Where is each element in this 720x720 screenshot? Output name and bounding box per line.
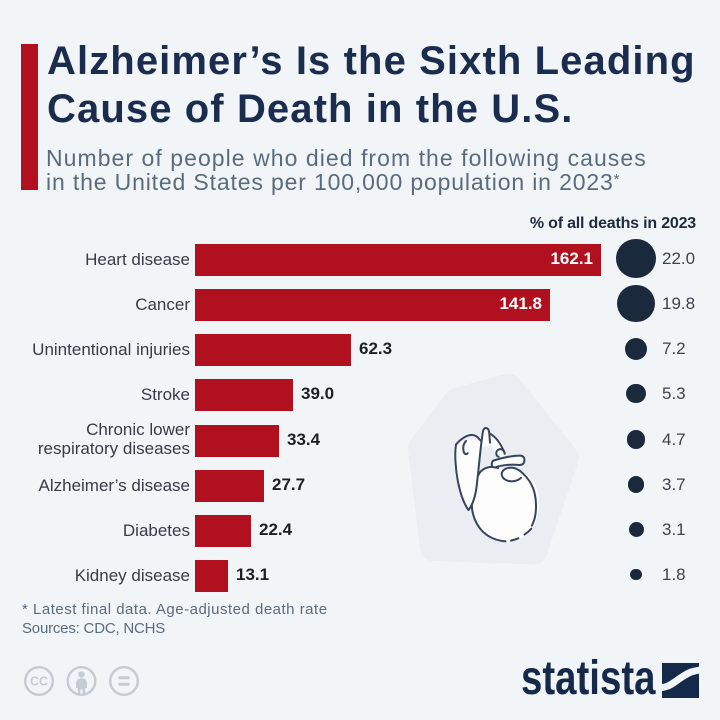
svg-text:CC: CC (30, 675, 48, 689)
